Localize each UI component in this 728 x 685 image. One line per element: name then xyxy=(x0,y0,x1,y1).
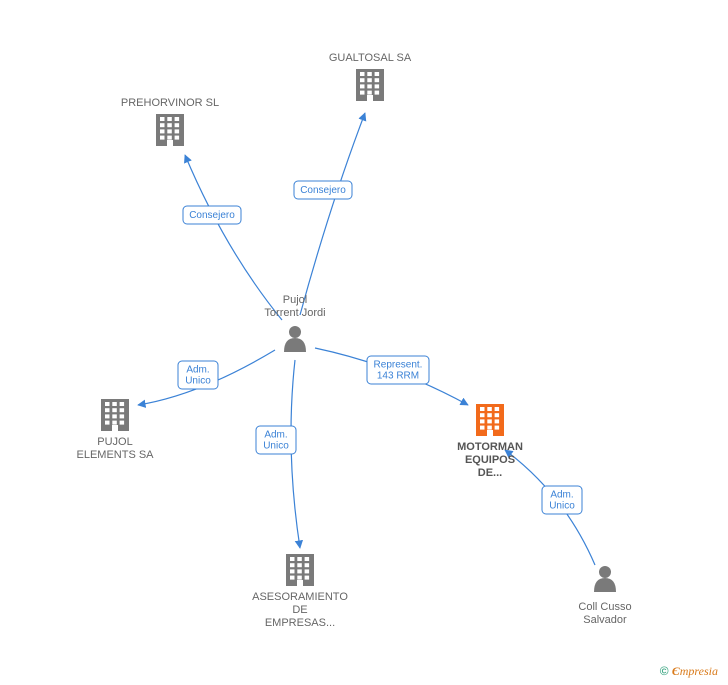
svg-text:Adm.: Adm. xyxy=(550,490,573,501)
node-pujol_elements[interactable]: PUJOLELEMENTS SA xyxy=(76,399,154,461)
building-icon xyxy=(156,114,184,146)
nodes-layer: PujolTorrent Jordi PREHORVINOR SL GUALTOSA… xyxy=(76,52,631,629)
node-label: Salvador xyxy=(583,614,627,626)
node-label: ASESORAMIENTO xyxy=(252,591,348,603)
svg-text:Unico: Unico xyxy=(185,376,211,387)
svg-text:Consejero: Consejero xyxy=(300,185,346,196)
building-icon xyxy=(476,404,504,436)
edge-pujol-gualtosal xyxy=(300,113,365,315)
svg-text:Adm.: Adm. xyxy=(186,365,209,376)
svg-text:Consejero: Consejero xyxy=(189,210,235,221)
node-label: PUJOL xyxy=(97,436,132,448)
node-label: EMPRESAS... xyxy=(265,617,335,629)
svg-text:143 RRM: 143 RRM xyxy=(377,371,419,382)
node-label: Coll Cusso xyxy=(578,601,631,613)
svg-text:Adm.: Adm. xyxy=(264,430,287,441)
edges-layer xyxy=(138,113,595,565)
node-gualtosal[interactable]: GUALTOSAL SA xyxy=(329,52,412,101)
node-label: Pujol xyxy=(283,294,307,306)
node-label: PREHORVINOR SL xyxy=(121,97,219,109)
node-label: DE... xyxy=(478,467,502,479)
node-label: GUALTOSAL SA xyxy=(329,52,412,64)
building-icon xyxy=(101,399,129,431)
svg-text:Represent.: Represent. xyxy=(374,360,423,371)
svg-text:Unico: Unico xyxy=(263,441,289,452)
node-motorman[interactable]: MOTORMANEQUIPOSDE... xyxy=(457,404,523,479)
network-diagram: ConsejeroConsejeroAdm.UnicoAdm.UnicoRepr… xyxy=(0,0,728,685)
node-coll[interactable]: Coll CussoSalvador xyxy=(578,566,631,626)
svg-text:Unico: Unico xyxy=(549,501,575,512)
person-icon xyxy=(284,326,306,352)
building-icon xyxy=(286,554,314,586)
node-label: Torrent Jordi xyxy=(264,307,325,319)
node-pujol[interactable]: PujolTorrent Jordi xyxy=(264,294,325,352)
person-icon xyxy=(594,566,616,592)
node-asesoramiento[interactable]: ASESORAMIENTODEEMPRESAS... xyxy=(252,554,348,629)
node-label: EQUIPOS xyxy=(465,454,515,466)
node-label: ELEMENTS SA xyxy=(76,449,154,461)
footer-credit: © Єmpresia xyxy=(660,664,718,679)
building-icon xyxy=(356,69,384,101)
node-label: MOTORMAN xyxy=(457,441,523,453)
node-prehorvinor[interactable]: PREHORVINOR SL xyxy=(121,97,219,146)
node-label: DE xyxy=(292,604,307,616)
edge-pujol-prehorvinor xyxy=(185,155,282,320)
